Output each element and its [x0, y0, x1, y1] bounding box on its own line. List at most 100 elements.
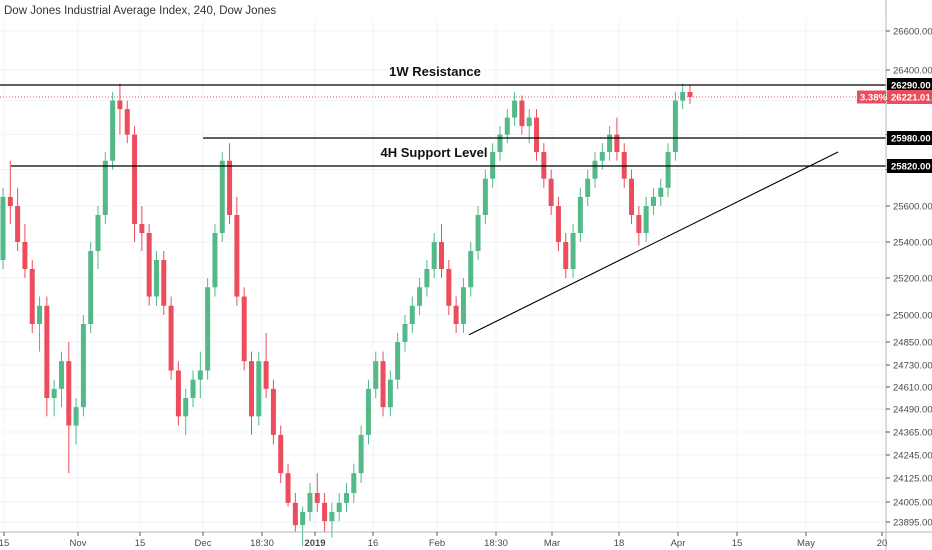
levels: 1W Resistance 4H Support Level: [0, 64, 886, 167]
candle-body: [424, 269, 430, 288]
level-price-tag: [887, 131, 932, 145]
change-tag-text: 3.38%: [860, 93, 887, 104]
candle-body: [292, 502, 298, 526]
candle-body: [358, 434, 364, 474]
candle-body: [329, 512, 335, 522]
candle-body: [212, 233, 218, 288]
candle-body: [190, 379, 196, 398]
price-tick-label: 24850.00: [893, 338, 932, 349]
last-price-tag-text: 26221.01: [891, 93, 931, 104]
candle-body: [687, 91, 693, 97]
time-axis[interactable]: 15 Nov 15 Dec 18:30 2019 16 Feb 18:30 Mar 18 Apr 15 M…: [0, 531, 932, 549]
grid: [0, 20, 886, 530]
candle-body: [278, 434, 284, 474]
time-tick-label: 20: [877, 538, 888, 549]
candle-body: [643, 206, 649, 233]
candle-body: [351, 473, 357, 493]
time-tick-label: Mar: [544, 538, 560, 549]
candle-body: [431, 242, 437, 269]
trendline-segment[interactable]: [468, 151, 839, 336]
candle-body: [205, 287, 211, 371]
candle-body: [614, 134, 620, 152]
candle-body: [314, 493, 320, 503]
time-tick-label: 16: [368, 538, 379, 549]
candle-body: [58, 361, 64, 389]
price-tick-label: 24125.00: [893, 474, 932, 485]
candle-body: [534, 117, 540, 152]
price-axis[interactable]: 26600.0026400.0026200.0026000.0025800.00…: [857, 0, 932, 550]
level-price-tag-text: 25820.00: [891, 162, 931, 173]
time-tick-label: 2019: [304, 538, 325, 549]
time-tick-label: 15: [0, 538, 9, 549]
time-tick-label: 18:30: [484, 538, 508, 549]
candle-body: [219, 160, 225, 233]
candle-body: [468, 251, 474, 288]
candle-body: [650, 196, 656, 206]
candle-body: [102, 160, 108, 215]
candle-body: [526, 117, 532, 127]
candle-body: [44, 305, 50, 398]
candle-body: [95, 215, 101, 251]
candle-body: [570, 233, 576, 269]
candle-body: [51, 388, 57, 398]
candle-body: [599, 152, 605, 161]
candle-body: [73, 407, 79, 426]
candle-body: [285, 473, 291, 503]
candle-body: [7, 196, 13, 206]
candle-body: [365, 388, 371, 435]
price-tick-label: 26600.00: [893, 27, 932, 38]
candle-body: [417, 287, 423, 306]
price-tick-label: 24730.00: [893, 361, 932, 372]
candle-body: [241, 296, 247, 362]
candle-body: [139, 224, 145, 233]
candle-body: [504, 117, 510, 135]
last-price-tag: [887, 90, 932, 104]
candle-body: [555, 206, 561, 242]
candle-body: [183, 398, 189, 417]
candle-body: [577, 196, 583, 233]
candle-body: [263, 361, 269, 389]
candle-body: [460, 287, 466, 324]
candle-body: [161, 260, 167, 306]
candle-body: [88, 251, 94, 324]
chart-title: Dow Jones Industrial Average Index, 240,…: [4, 5, 277, 17]
trendline: [468, 151, 839, 336]
price-tick-label: 25200.00: [893, 274, 932, 285]
candle-body: [380, 361, 386, 408]
time-tick-label: Dec: [195, 538, 212, 549]
level-label: 4H Support Level: [381, 145, 488, 160]
candle-body: [15, 206, 21, 242]
candle-body: [132, 134, 138, 224]
candle-body: [270, 388, 276, 435]
candle-body: [197, 370, 203, 380]
candle-body: [409, 305, 415, 324]
candle-body: [446, 269, 452, 306]
candle-body: [373, 361, 379, 389]
candle-body: [672, 100, 678, 152]
level-price-tag: [887, 159, 932, 173]
candle-body: [248, 361, 254, 417]
candle-body: [387, 379, 393, 408]
candle-body: [124, 109, 130, 135]
level-label: 1W Resistance: [389, 64, 481, 79]
candle-body: [80, 324, 86, 408]
candle-body: [234, 215, 240, 297]
candle-body: [629, 178, 635, 215]
candle-body: [37, 305, 43, 324]
candle-body: [29, 269, 35, 324]
change-tag: [857, 90, 886, 104]
candle-body: [168, 305, 174, 371]
candle-body: [153, 260, 159, 297]
candle-body: [512, 100, 518, 118]
candle-body: [680, 91, 686, 101]
candle-body: [490, 152, 496, 179]
time-tick-label: 15: [135, 538, 146, 549]
candle-body: [336, 502, 342, 512]
time-tick-label: 15: [732, 538, 743, 549]
time-tick-label: Nov: [70, 538, 87, 549]
time-tick-label: 18:30: [250, 538, 274, 549]
candle-body: [497, 134, 503, 152]
price-tick-label: 24490.00: [893, 405, 932, 416]
candle-body: [300, 512, 306, 526]
